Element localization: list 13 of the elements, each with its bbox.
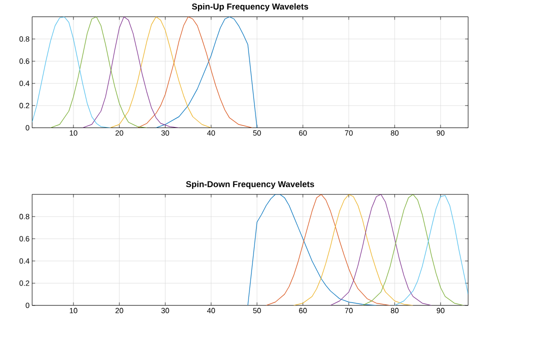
chart-title: Spin-Up Frequency Wavelets: [192, 4, 308, 12]
line-series: [137, 17, 253, 128]
line-series: [293, 194, 414, 306]
line-series: [394, 195, 468, 306]
line-series: [362, 194, 464, 306]
line-series: [82, 17, 180, 128]
line-series: [50, 17, 148, 128]
chart-title: Spin-Down Frequency Wavelets: [186, 181, 314, 190]
line-series: [330, 194, 432, 306]
line-series: [32, 17, 110, 128]
line-series: [266, 194, 390, 306]
line-series: [110, 17, 212, 128]
line-series: [156, 17, 258, 128]
